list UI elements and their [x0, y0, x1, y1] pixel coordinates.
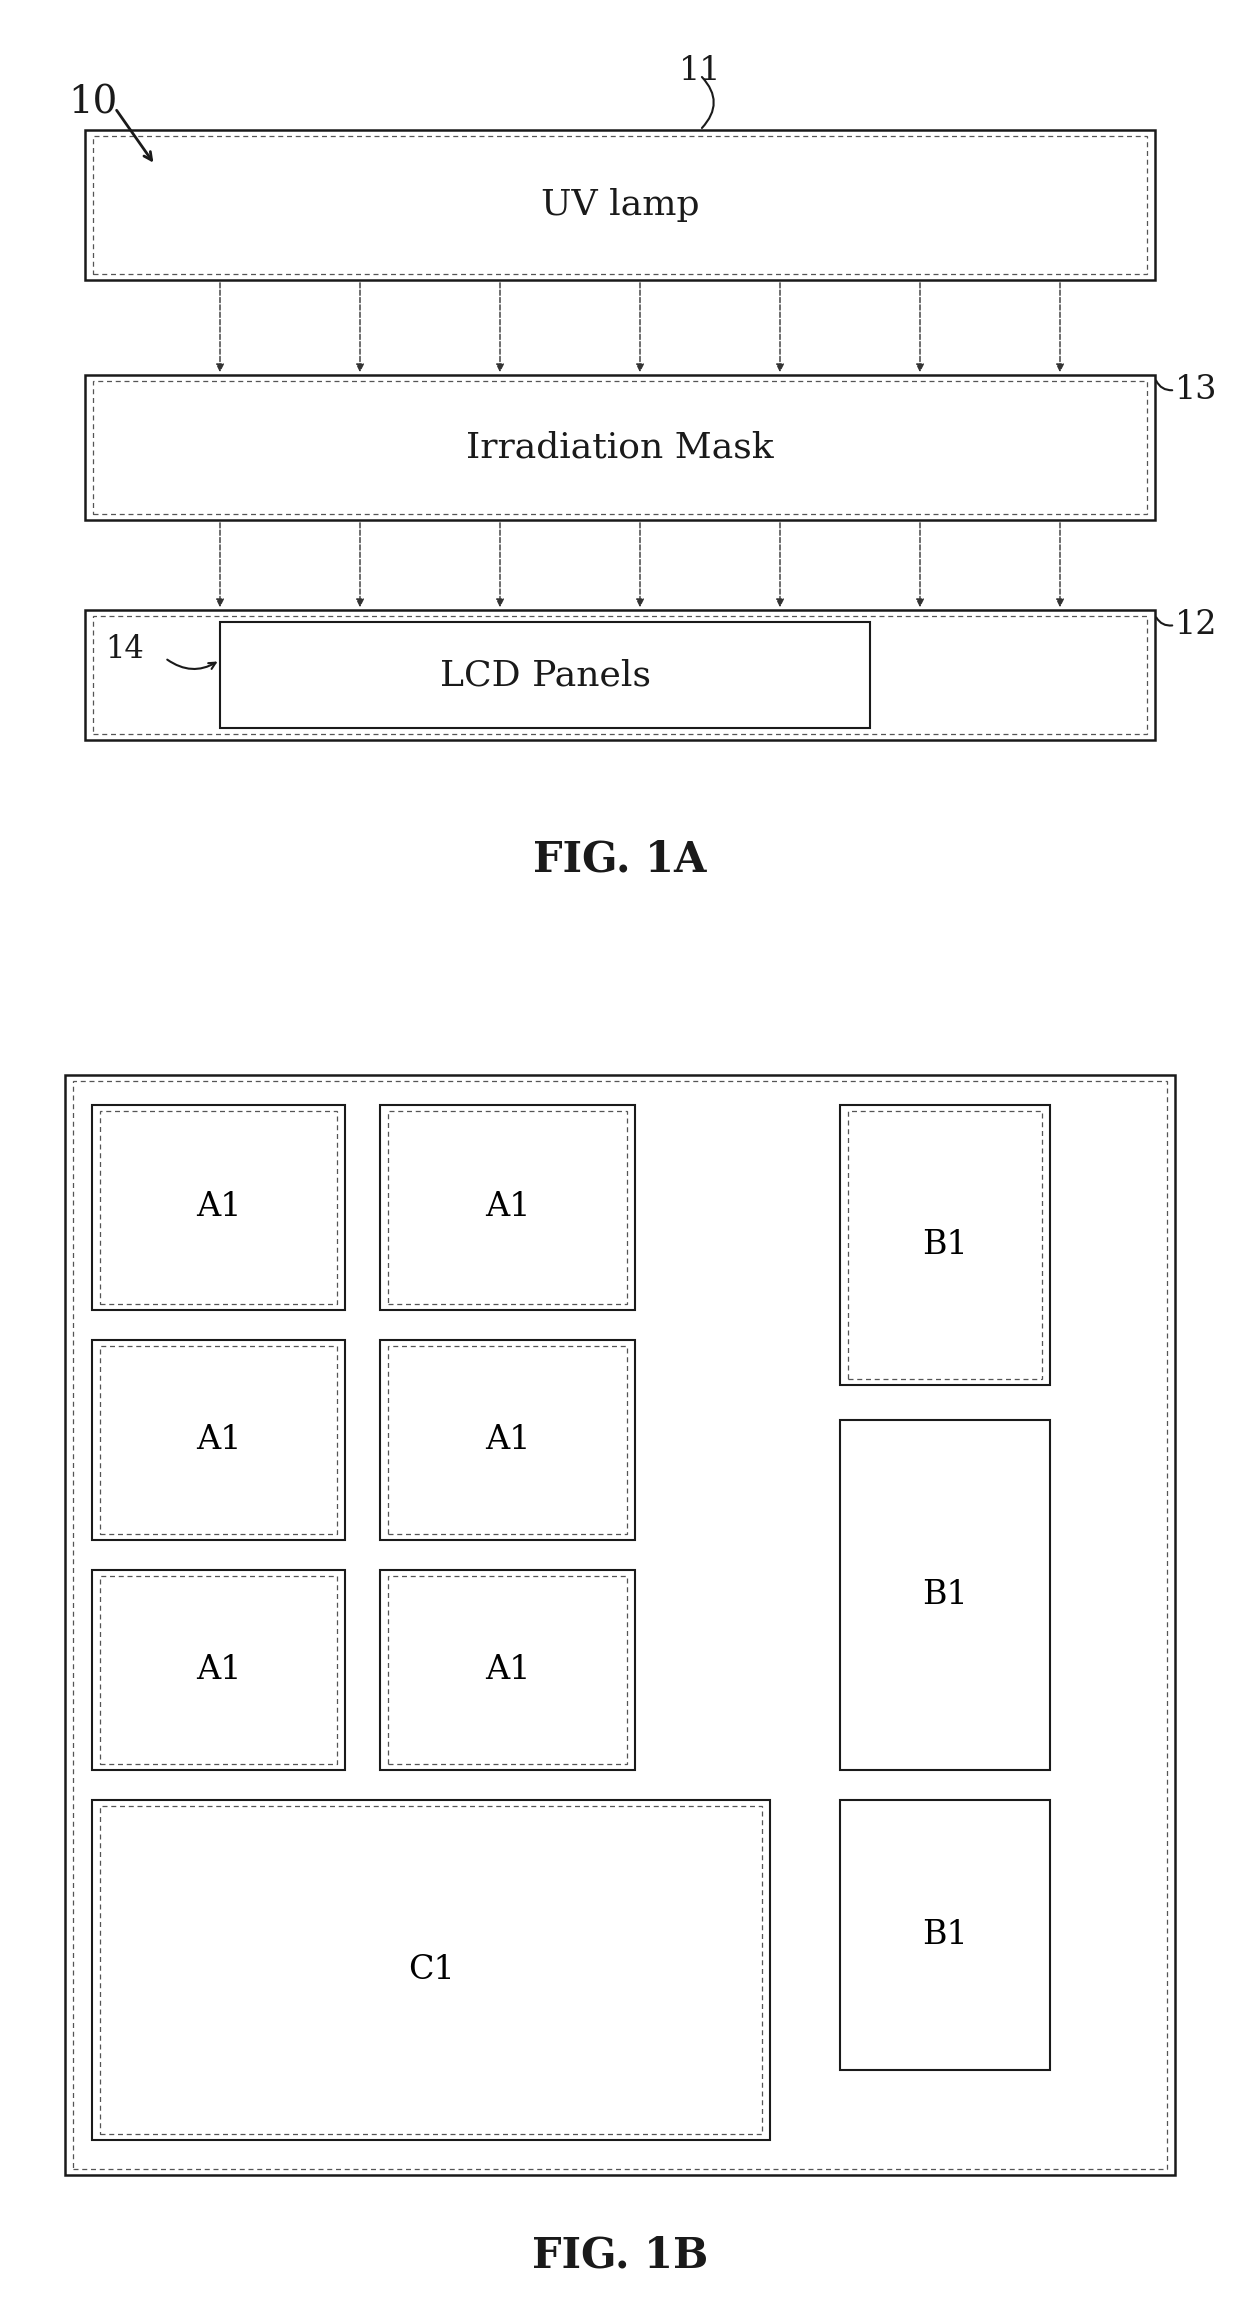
Bar	[92, 1105, 345, 1309]
Bar	[100, 1346, 337, 1534]
Bar	[86, 609, 1154, 739]
Bar	[92, 1571, 345, 1770]
Text: 13: 13	[1176, 373, 1218, 405]
Bar	[848, 1110, 1042, 1379]
Bar	[219, 621, 870, 728]
Bar	[100, 1805, 763, 2134]
Bar	[64, 1075, 1176, 2176]
Text: Irradiation Mask: Irradiation Mask	[466, 431, 774, 463]
Bar	[379, 1105, 635, 1309]
Bar	[73, 1082, 1167, 2169]
Text: A1: A1	[485, 1654, 531, 1687]
Bar	[839, 1800, 1050, 2069]
Text: A1: A1	[485, 1425, 531, 1455]
Bar	[388, 1346, 627, 1534]
Text: A1: A1	[196, 1654, 242, 1687]
Text: UV lamp: UV lamp	[541, 188, 699, 222]
Text: A1: A1	[196, 1425, 242, 1455]
Text: FIG. 1B: FIG. 1B	[532, 2234, 708, 2275]
Bar	[93, 137, 1147, 273]
Bar	[839, 1420, 1050, 1770]
Bar	[839, 1105, 1050, 1386]
Text: 12: 12	[1176, 609, 1218, 642]
Bar	[379, 1339, 635, 1541]
Bar	[100, 1576, 337, 1763]
Text: A1: A1	[196, 1191, 242, 1223]
Bar	[388, 1110, 627, 1304]
Text: B1: B1	[923, 1578, 968, 1610]
Bar	[92, 1800, 770, 2141]
Text: 14: 14	[105, 635, 144, 665]
Bar	[92, 1339, 345, 1541]
Text: LCD Panels: LCD Panels	[439, 658, 651, 693]
Bar	[100, 1110, 337, 1304]
Text: A1: A1	[485, 1191, 531, 1223]
Bar	[388, 1576, 627, 1763]
Bar	[86, 130, 1154, 280]
Bar	[379, 1571, 635, 1770]
Text: 10: 10	[68, 86, 118, 123]
Text: 11: 11	[678, 56, 722, 88]
Text: B1: B1	[923, 1228, 968, 1260]
Bar	[86, 375, 1154, 519]
Bar	[93, 616, 1147, 734]
Text: B1: B1	[923, 1918, 968, 1951]
Bar	[93, 380, 1147, 514]
Text: C1: C1	[408, 1953, 454, 1986]
Text: FIG. 1A: FIG. 1A	[533, 839, 707, 880]
